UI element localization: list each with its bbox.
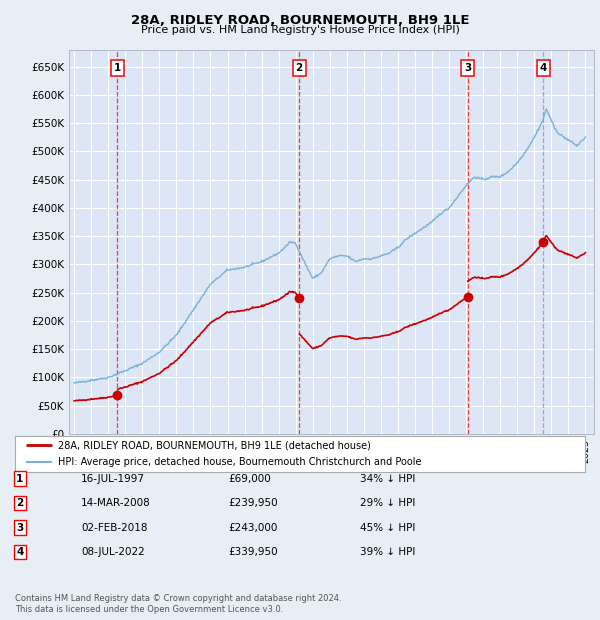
Text: 1: 1 [114, 63, 121, 73]
Text: 2: 2 [16, 498, 23, 508]
Text: HPI: Average price, detached house, Bournemouth Christchurch and Poole: HPI: Average price, detached house, Bour… [58, 458, 421, 467]
Text: £339,950: £339,950 [228, 547, 278, 557]
Text: 34% ↓ HPI: 34% ↓ HPI [360, 474, 415, 484]
Text: 08-JUL-2022: 08-JUL-2022 [81, 547, 145, 557]
Text: 4: 4 [16, 547, 23, 557]
Text: 28A, RIDLEY ROAD, BOURNEMOUTH, BH9 1LE: 28A, RIDLEY ROAD, BOURNEMOUTH, BH9 1LE [131, 14, 469, 27]
Text: £239,950: £239,950 [228, 498, 278, 508]
Text: 28A, RIDLEY ROAD, BOURNEMOUTH, BH9 1LE (detached house): 28A, RIDLEY ROAD, BOURNEMOUTH, BH9 1LE (… [58, 440, 371, 451]
Text: 16-JUL-1997: 16-JUL-1997 [81, 474, 145, 484]
Text: 3: 3 [464, 63, 471, 73]
Text: 14-MAR-2008: 14-MAR-2008 [81, 498, 151, 508]
Text: 2: 2 [296, 63, 303, 73]
Text: 4: 4 [539, 63, 547, 73]
Text: Price paid vs. HM Land Registry's House Price Index (HPI): Price paid vs. HM Land Registry's House … [140, 25, 460, 35]
Text: 39% ↓ HPI: 39% ↓ HPI [360, 547, 415, 557]
Text: 29% ↓ HPI: 29% ↓ HPI [360, 498, 415, 508]
Text: 45% ↓ HPI: 45% ↓ HPI [360, 523, 415, 533]
Text: 02-FEB-2018: 02-FEB-2018 [81, 523, 148, 533]
Text: £243,000: £243,000 [228, 523, 277, 533]
Text: 1: 1 [16, 474, 23, 484]
Text: £69,000: £69,000 [228, 474, 271, 484]
Text: 3: 3 [16, 523, 23, 533]
Text: Contains HM Land Registry data © Crown copyright and database right 2024.
This d: Contains HM Land Registry data © Crown c… [15, 595, 341, 614]
